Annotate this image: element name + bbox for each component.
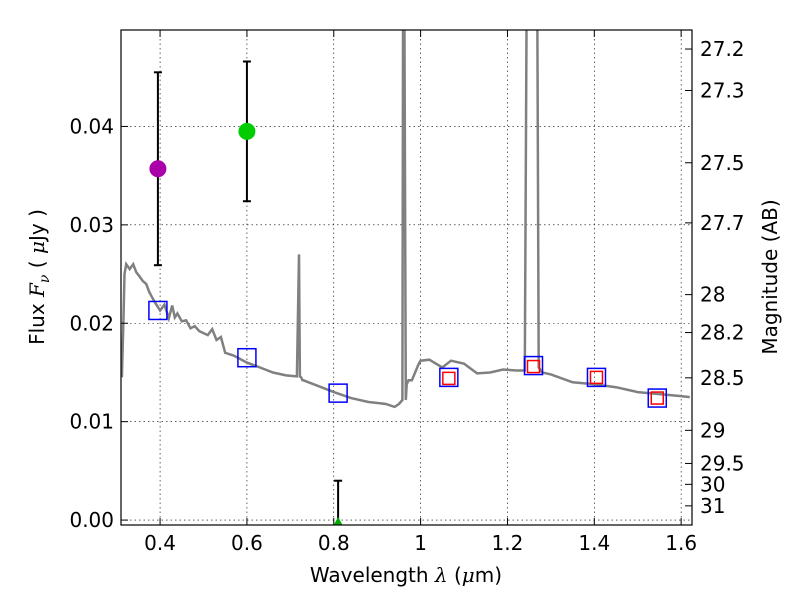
observed-flux-marker [589,370,604,385]
magnitude-tick-label: 27.7 [700,211,745,235]
magnitude-tick-label: 27.5 [700,151,745,175]
model-bandpass-marker [647,388,668,408]
y-tick-label: 0.03 [69,213,114,237]
y-axis-ticks: 0.00 0.01 0.02 0.03 0.04 [69,114,128,532]
magnitude-tick-label: 27.3 [700,78,745,102]
y-tick-label: 0.02 [69,311,114,335]
x-axis-label: Wavelength λ (μm) [310,563,502,587]
model-sed-line [121,30,690,409]
grid-lines [121,30,692,525]
plot-frame [120,29,693,526]
observed-flux-marker [650,391,665,405]
flux-point [238,122,256,140]
markers [148,60,668,525]
flux-point [149,160,167,178]
model-bandpass-marker [237,347,257,368]
magnitude-tick-label: 28.5 [700,366,745,390]
observed-flux-marker [526,359,541,374]
magnitude-tick-label: 28 [700,283,725,307]
magnitude-axis-label: Magnitude (AB) [758,199,782,354]
x-tick-label: 1.4 [578,531,610,555]
x-tick-label: 1.6 [665,531,697,555]
x-axis-ticks: 0.4 0.6 0.8 1 1.2 1.4 1.6 [144,30,697,555]
model-bandpass-marker [148,300,168,321]
y-tick-label: 0.00 [69,508,114,532]
magnitude-tick-label: 27.2 [700,37,745,61]
x-tick-label: 0.8 [318,531,350,555]
y-axis-label: Flux Fν ( μJy ) [25,209,53,345]
model-bandpass-marker [523,355,544,376]
y-tick-label: 0.04 [69,114,114,138]
magnitude-tick-label: 29 [700,418,725,442]
magnitude-tick-label: 29.5 [700,451,745,475]
x-tick-label: 1.2 [492,531,524,555]
y-tick-label: 0.01 [69,410,114,434]
upper-limit-marker [333,517,343,525]
model-bandpass-marker [439,367,459,388]
model-bandpass-marker [328,383,348,403]
magnitude-tick-label: 28.2 [700,321,745,345]
magnitude-tick-label: 31 [700,494,725,518]
magnitude-tick-label: 30 [700,472,725,496]
model-bandpass-marker [586,367,607,388]
x-tick-label: 0.6 [231,531,263,555]
plot-area [121,30,690,525]
x-tick-label: 1 [414,531,427,555]
observed-flux-marker [442,371,456,386]
x-tick-label: 0.4 [144,531,176,555]
